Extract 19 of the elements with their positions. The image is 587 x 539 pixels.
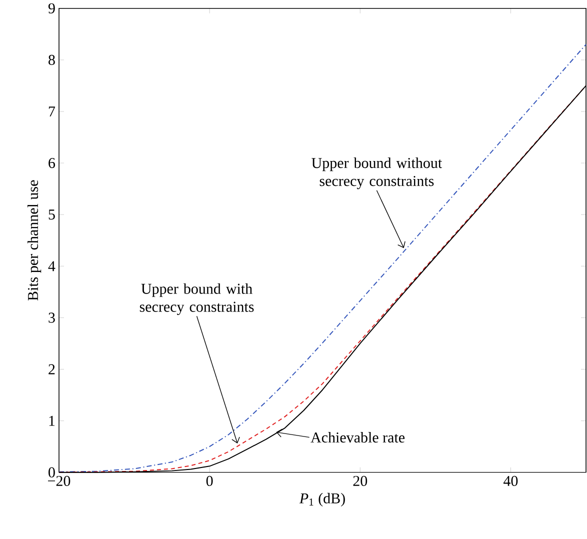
y-tick-label: 1 (49, 416, 55, 426)
annotation: Upper bound with secrecy constraints (140, 283, 254, 315)
y-tick-label: 3 (48, 312, 55, 323)
y-tick-label: 4 (48, 261, 56, 271)
y-tick-label: 9 (48, 3, 55, 14)
x-tick-label: 0 (206, 476, 213, 486)
x-tick-label: −20 (48, 476, 70, 486)
y-tick-label: 6 (48, 158, 56, 168)
annotation: Achievable rate (310, 432, 405, 442)
x-tick-label: 40 (504, 476, 518, 486)
y-tick-label: 8 (48, 54, 55, 65)
y-tick-label: 5 (48, 209, 55, 220)
y-tick-label: 2 (48, 364, 55, 374)
x-axis-title: P$_{1}$ (dB) (299, 492, 345, 506)
x-tick-label: 20 (353, 476, 368, 486)
y-axis-title: Bits per channel use (28, 180, 42, 300)
annotation: Upper bound without secrecy constraints (312, 157, 442, 189)
y-tick-label: 7 (48, 106, 56, 116)
y-tick-label: 0 (48, 467, 55, 478)
